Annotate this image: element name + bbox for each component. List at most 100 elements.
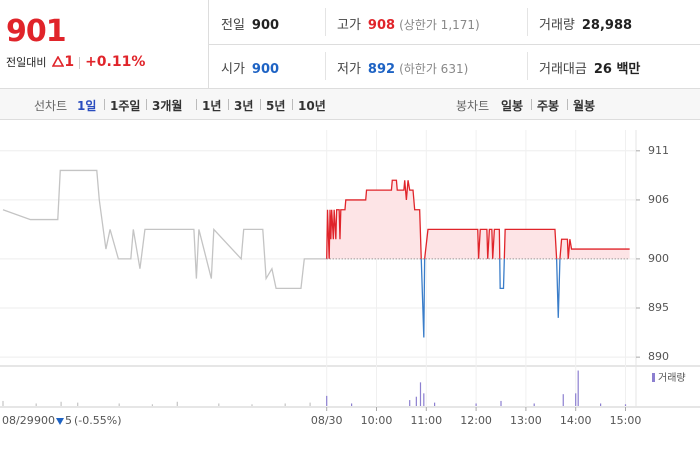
price-line [326,179,630,259]
change-value: 1 [64,54,75,70]
y-tick-label: 911 [648,144,669,157]
volume-bar [415,396,417,406]
tab[interactable]: 1주일 [110,99,141,113]
tab-group-label: 선차트 [34,99,68,113]
volume-bar [151,404,153,406]
volume-bar [218,403,220,406]
y-tick-label: 895 [648,301,669,314]
x-tick-label: 12:00 [460,414,492,427]
x-tick-label: 14:00 [560,414,592,427]
tab[interactable]: 1년 [202,99,222,113]
volume-bar [2,400,4,406]
summary: 901 전일대비 1 +0.11% 전일 900 고가 908 (상한가 1,171) 거래… [0,0,700,89]
info-note: (상한가 1,171) [399,18,480,32]
divider [325,8,326,36]
info-label: 시가 [221,62,245,77]
divider [527,52,528,80]
info-cell: 시가 900 [221,58,279,77]
footer-change: 5 [65,414,72,427]
divider [567,99,568,110]
price-box: 901 전일대비 1 +0.11% [0,0,209,88]
divider [260,99,261,110]
x-tick-label: 11:00 [410,414,442,427]
change-pct: +0.11% [85,54,146,70]
volume-bar [326,395,328,406]
tab[interactable]: 1일 [77,99,97,113]
y-tick-label: 890 [648,350,669,363]
tab[interactable]: 월봉 [573,99,596,113]
info-value: 28,988 [581,18,633,33]
volume-bar [77,402,79,406]
tab[interactable]: 10년 [298,99,326,113]
tab-bar: 선차트 1일 1주일 3개월 1년 3년 5년 10년 봉차트 일봉 주봉 월봉 [0,89,700,120]
legend-label: 거래량 [658,372,686,384]
volume-bar [624,404,627,406]
info-label: 거래량 [539,18,575,33]
divider [292,99,293,110]
legend-swatch [652,373,655,382]
x-tick-label: 10:00 [361,414,393,427]
up-arrow [51,55,65,67]
down-arrow [56,418,64,425]
info-cell: 전일 900 [221,14,279,33]
footer-close: 900 [34,414,55,427]
info-label: 전일 [221,18,245,33]
volume-bar [309,402,311,406]
volume-bar [251,404,253,406]
volume-bar [577,370,579,406]
info-value: 900 [251,62,280,77]
volume-bar [423,393,425,406]
volume-bar [60,401,62,406]
info-label: 거래대금 [539,62,587,77]
tab-group-label: 봉차트 [456,99,490,113]
info-value: 908 [367,18,396,33]
x-tick-label: 13:00 [510,414,542,427]
info-cell: 거래대금 26 백만 [539,58,640,77]
y-tick-label: 900 [648,252,669,265]
y-tick-label: 906 [648,193,669,206]
x-tick-label: 08/30 [311,414,343,427]
tab[interactable]: 5년 [266,99,286,113]
change: 전일대비 1 +0.11% [6,54,145,70]
info-cell: 저가 892 (하한가 631) [337,58,468,77]
volume-bar [434,402,436,406]
info-value: 892 [367,62,396,77]
tab[interactable]: 주봉 [537,99,560,113]
volume-bar [351,403,353,406]
tab[interactable]: 일봉 [501,99,524,113]
divider [196,99,197,110]
volume-bar [118,403,120,406]
divider [531,99,532,110]
volume-bar [600,403,602,406]
info-row: 전일 900 고가 908 (상한가 1,171) 거래량 28,988 [209,0,700,45]
info-row: 시가 900 저가 892 (하한가 631) 거래대금 26 백만 [209,44,700,88]
divider [325,52,326,80]
info-label: 저가 [337,62,361,77]
price: 901 [6,14,67,49]
volume-bar [533,403,535,406]
info-value: 26 백만 [593,62,641,77]
volume-bar [575,393,577,406]
volume-bar [176,401,178,406]
area-fill [326,180,630,259]
tab[interactable]: 3개월 [152,99,183,113]
info-cell: 거래량 28,988 [539,14,632,33]
volume-bar [284,403,286,406]
info-value: 900 [251,18,280,33]
divider [527,8,528,36]
volume-bar [475,403,477,406]
volume-bar [409,400,411,406]
footer-date: 08/29 [2,414,34,427]
x-tick-label: 15:00 [610,414,642,427]
info-note: (하한가 631) [399,62,469,76]
info-label: 고가 [337,18,361,33]
footer-pct: (-0.55%) [74,414,122,427]
price-line [2,169,327,290]
volume-bar [500,400,502,406]
tab[interactable]: 3년 [234,99,254,113]
divider [228,99,229,110]
change-label: 전일대비 [6,56,47,69]
volume-bar [419,382,422,406]
divider [146,99,147,110]
